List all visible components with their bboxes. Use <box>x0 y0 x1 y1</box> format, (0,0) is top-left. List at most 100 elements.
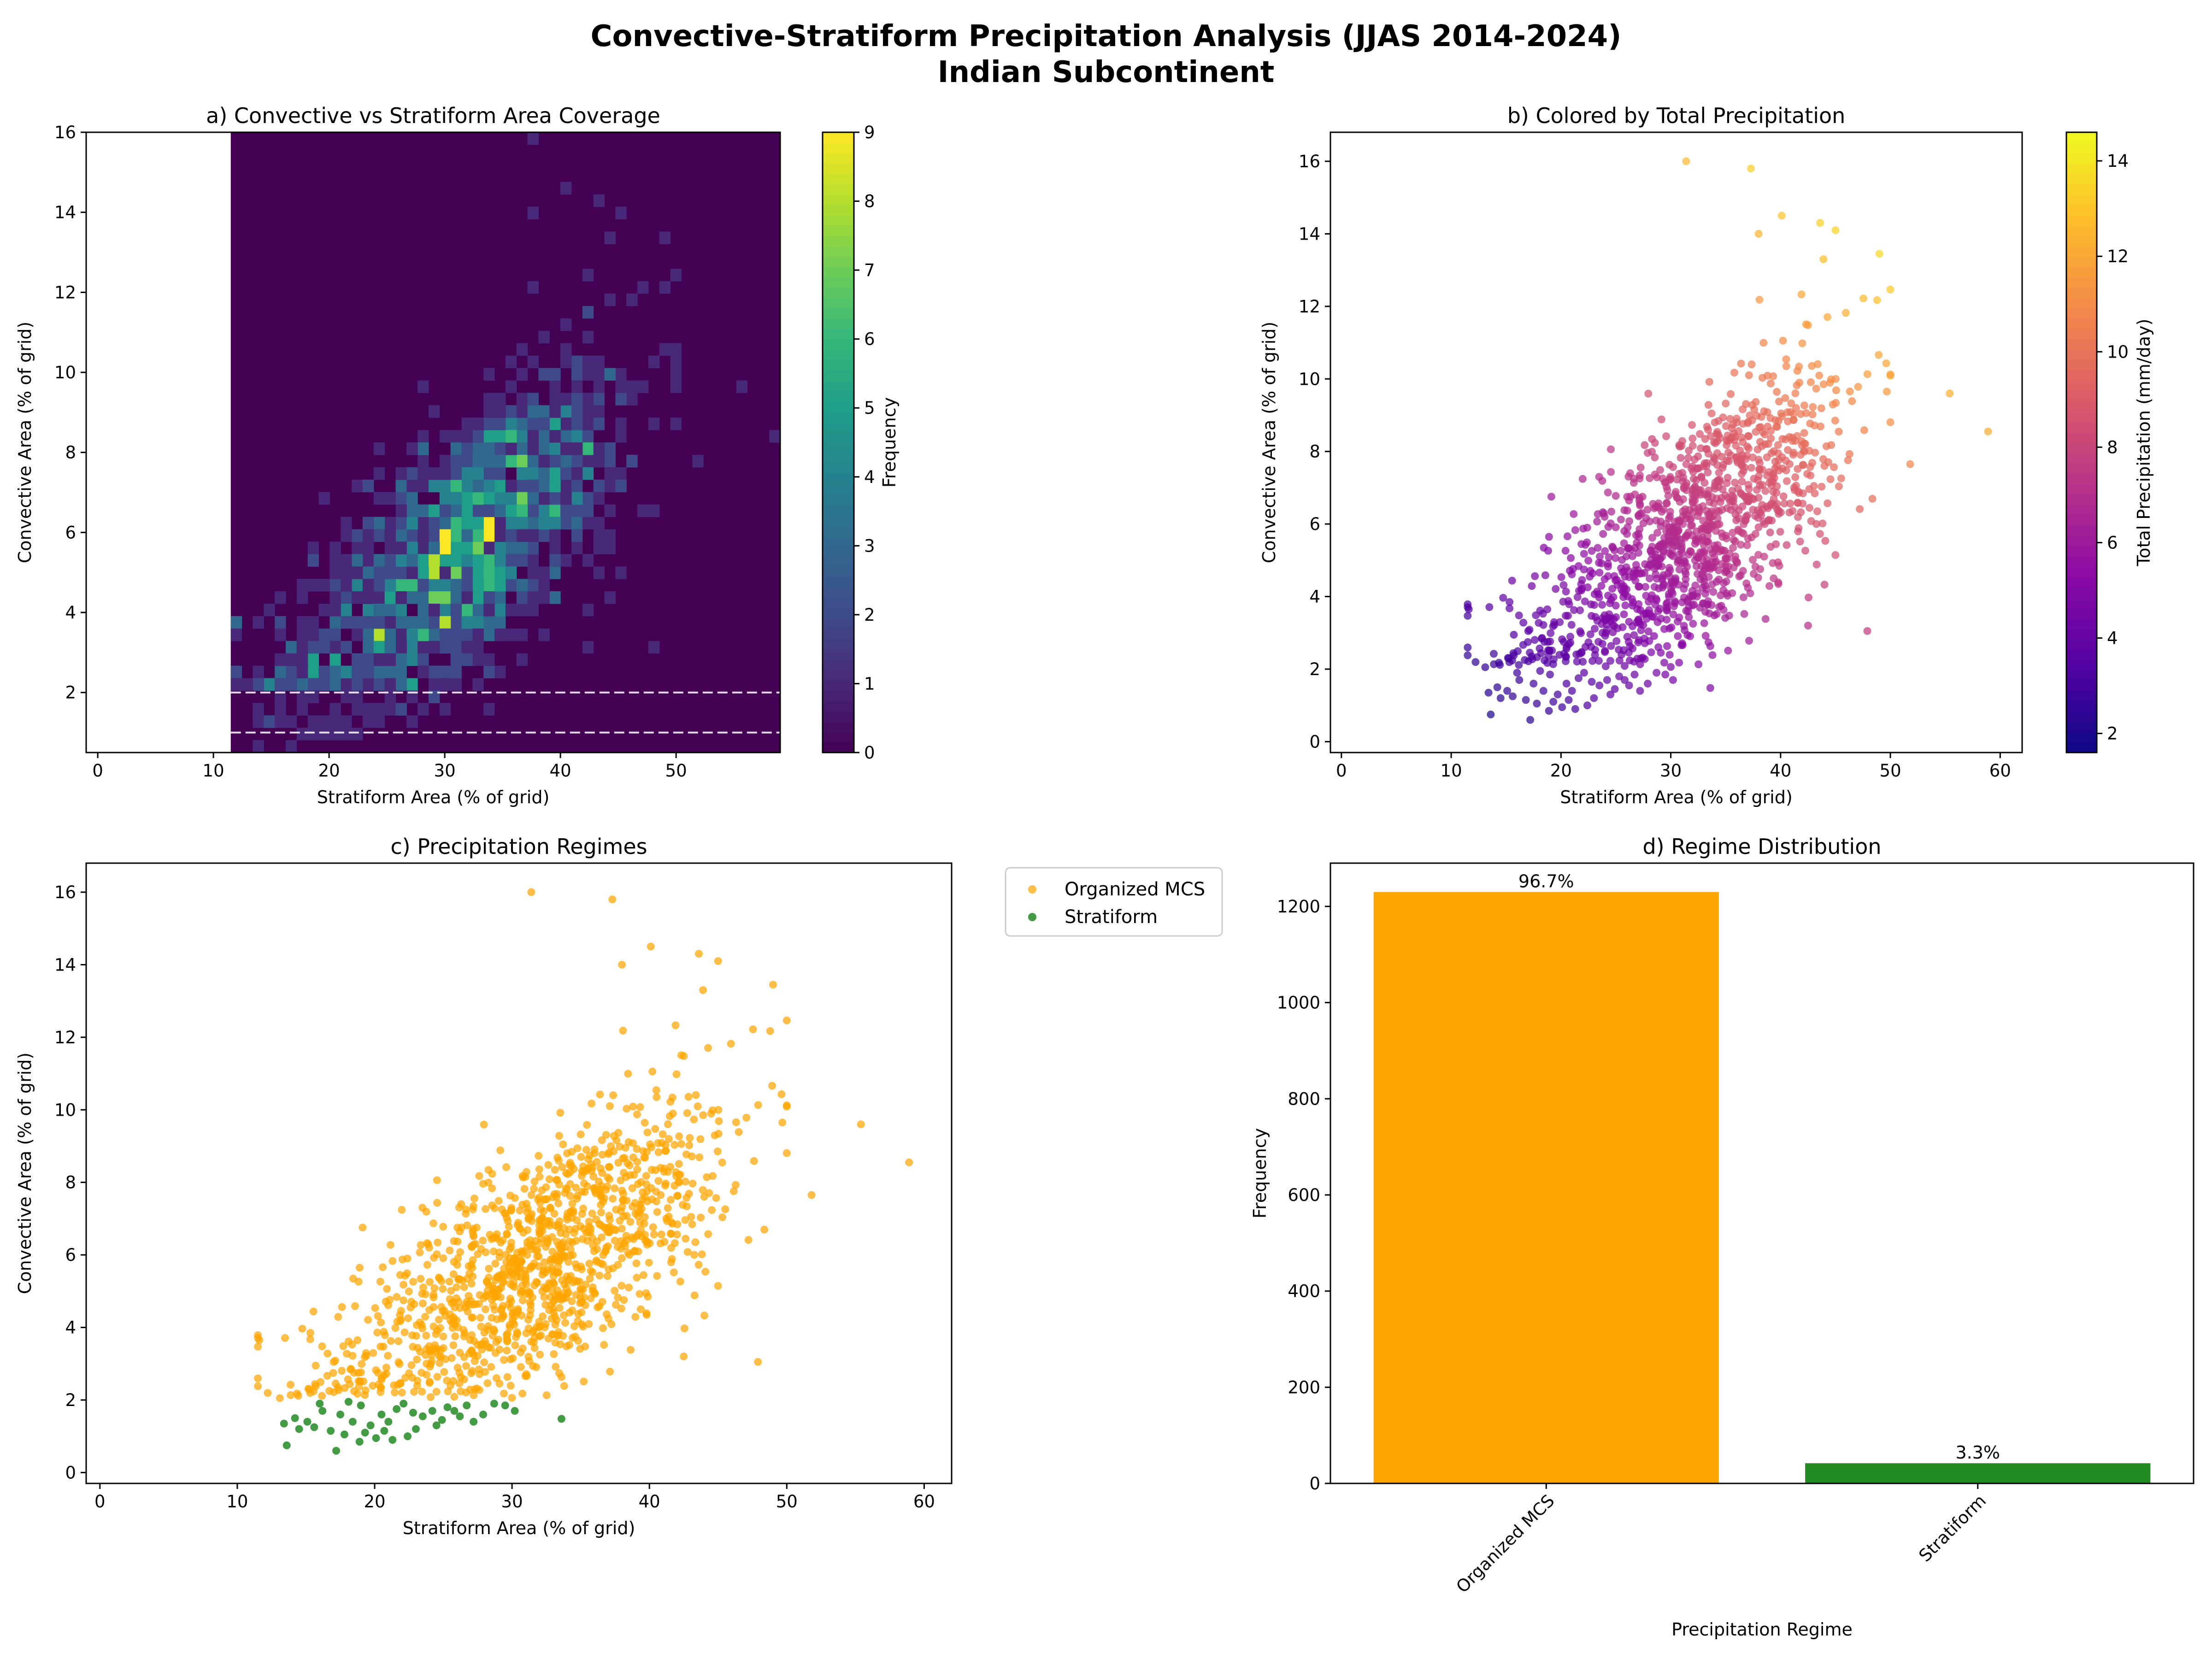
c-mcs-point <box>628 1184 636 1192</box>
b-scatter-point <box>1771 464 1779 472</box>
a-heatmap-cell <box>527 504 539 518</box>
c-mcs-point <box>447 1287 455 1295</box>
b-scatter-point <box>1763 471 1771 480</box>
c-mcs-point <box>417 1241 425 1249</box>
a-heatmap-cell <box>241 678 253 691</box>
c-mcs-point <box>535 1172 544 1181</box>
b-scatter-point <box>1770 447 1778 455</box>
a-heatmap-cell <box>362 566 374 579</box>
b-colorbar-segment <box>2066 329 2097 340</box>
c-mcs-point <box>286 1381 294 1389</box>
c-mcs-point <box>456 1227 464 1235</box>
b-scatter-point <box>1588 612 1596 620</box>
c-mcs-point <box>409 1277 418 1286</box>
c-mcs-point <box>735 1128 743 1136</box>
a-xtick-label: 10 <box>203 761 224 781</box>
b-scatter-point <box>1571 526 1579 534</box>
c-mcs-point <box>545 1175 553 1183</box>
b-scatter-point <box>1800 429 1808 437</box>
b-scatter-point <box>1510 630 1518 639</box>
a-heatmap-cell <box>494 405 506 418</box>
a-heatmap-cell <box>341 715 352 728</box>
b-scatter-point <box>1684 528 1693 536</box>
c-mcs-point <box>329 1369 337 1377</box>
b-scatter-point <box>1573 658 1581 666</box>
c-mcs-point <box>807 1191 816 1199</box>
b-scatter-point <box>1674 516 1683 524</box>
a-heatmap-cell <box>329 665 341 679</box>
a-heatmap-cell <box>341 678 352 691</box>
c-mcs-point <box>611 1236 619 1245</box>
a-heatmap-cell <box>461 541 473 554</box>
c-axes-frame <box>85 862 953 1484</box>
a-heatmap-cell <box>538 628 550 641</box>
c-mcs-point <box>429 1293 438 1301</box>
b-scatter-point <box>1753 412 1761 420</box>
d-title: d) Regime Distribution <box>1642 834 1881 859</box>
a-heatmap-cell <box>418 628 429 641</box>
c-mcs-point <box>387 1337 395 1345</box>
a-heatmap-cell <box>604 454 616 468</box>
c-mcs-point <box>605 1149 613 1157</box>
c-mcs-point <box>721 1205 729 1213</box>
b-scatter-point <box>1804 622 1812 630</box>
b-scatter-point <box>1827 375 1835 383</box>
c-mcs-point <box>637 1226 645 1234</box>
a-heatmap-cell <box>373 665 385 679</box>
c-mcs-point <box>346 1380 354 1388</box>
c-mcs-point <box>660 1168 668 1176</box>
c-mcs-point <box>661 1147 670 1155</box>
b-scatter-point <box>1581 541 1589 549</box>
b-colorbar-segment <box>2066 556 2097 567</box>
a-heatmap-cell <box>395 579 407 592</box>
c-mcs-point <box>641 1118 649 1127</box>
a-heatmap-cell <box>516 492 528 505</box>
b-scatter-point <box>1598 600 1606 609</box>
c-mcs-point <box>468 1313 476 1322</box>
b-scatter-point <box>1692 476 1700 484</box>
c-mcs-point <box>433 1176 441 1184</box>
b-scatter-point <box>1577 629 1585 637</box>
c-stratiform-point <box>384 1418 393 1426</box>
c-mcs-point <box>419 1283 427 1292</box>
b-scatter-point <box>1765 582 1774 590</box>
a-heatmap-cell <box>395 504 407 518</box>
a-heatmap-cell <box>406 641 418 654</box>
a-colorbar-segment <box>823 597 854 608</box>
c-mcs-point <box>398 1206 406 1214</box>
a-heatmap-cell <box>329 616 341 629</box>
b-scatter-point <box>1635 582 1643 591</box>
c-mcs-point <box>306 1335 314 1343</box>
a-heatmap-cell <box>341 517 352 530</box>
b-scatter-point <box>1608 585 1617 593</box>
b-scatter-point <box>1774 441 1782 449</box>
c-mcs-point <box>644 1293 652 1301</box>
a-heatmap-cell <box>549 566 561 579</box>
c-mcs-point <box>605 1265 613 1274</box>
b-scatter-point <box>1707 409 1716 418</box>
c-mcs-point <box>547 1204 555 1212</box>
c-mcs-point <box>444 1387 452 1395</box>
b-scatter-point <box>1745 485 1753 493</box>
c-mcs-point <box>435 1316 443 1324</box>
c-mcs-point <box>398 1388 406 1397</box>
a-heatmap-cell <box>253 740 264 753</box>
b-scatter-point <box>1651 453 1659 462</box>
b-scatter-point <box>1812 384 1820 393</box>
a-colorbar-tick-label: 5 <box>864 398 875 418</box>
a-heatmap-cell <box>352 479 363 493</box>
c-mcs-point <box>318 1392 326 1400</box>
b-scatter-point <box>1835 482 1843 490</box>
c-mcs-point <box>417 1275 425 1283</box>
b-scatter-point <box>1506 604 1514 612</box>
c-mcs-point <box>668 1094 677 1102</box>
b-scatter-point <box>1545 706 1553 715</box>
c-mcs-point <box>551 1339 559 1347</box>
a-heatmap-cell <box>450 442 462 455</box>
c-mcs-point <box>686 1134 694 1142</box>
b-scatter-point <box>1636 500 1644 508</box>
b-scatter-point <box>1606 657 1614 665</box>
a-heatmap-cell <box>439 454 451 468</box>
b-scatter-point <box>1765 516 1773 524</box>
c-legend-mcs-marker <box>1028 885 1036 894</box>
